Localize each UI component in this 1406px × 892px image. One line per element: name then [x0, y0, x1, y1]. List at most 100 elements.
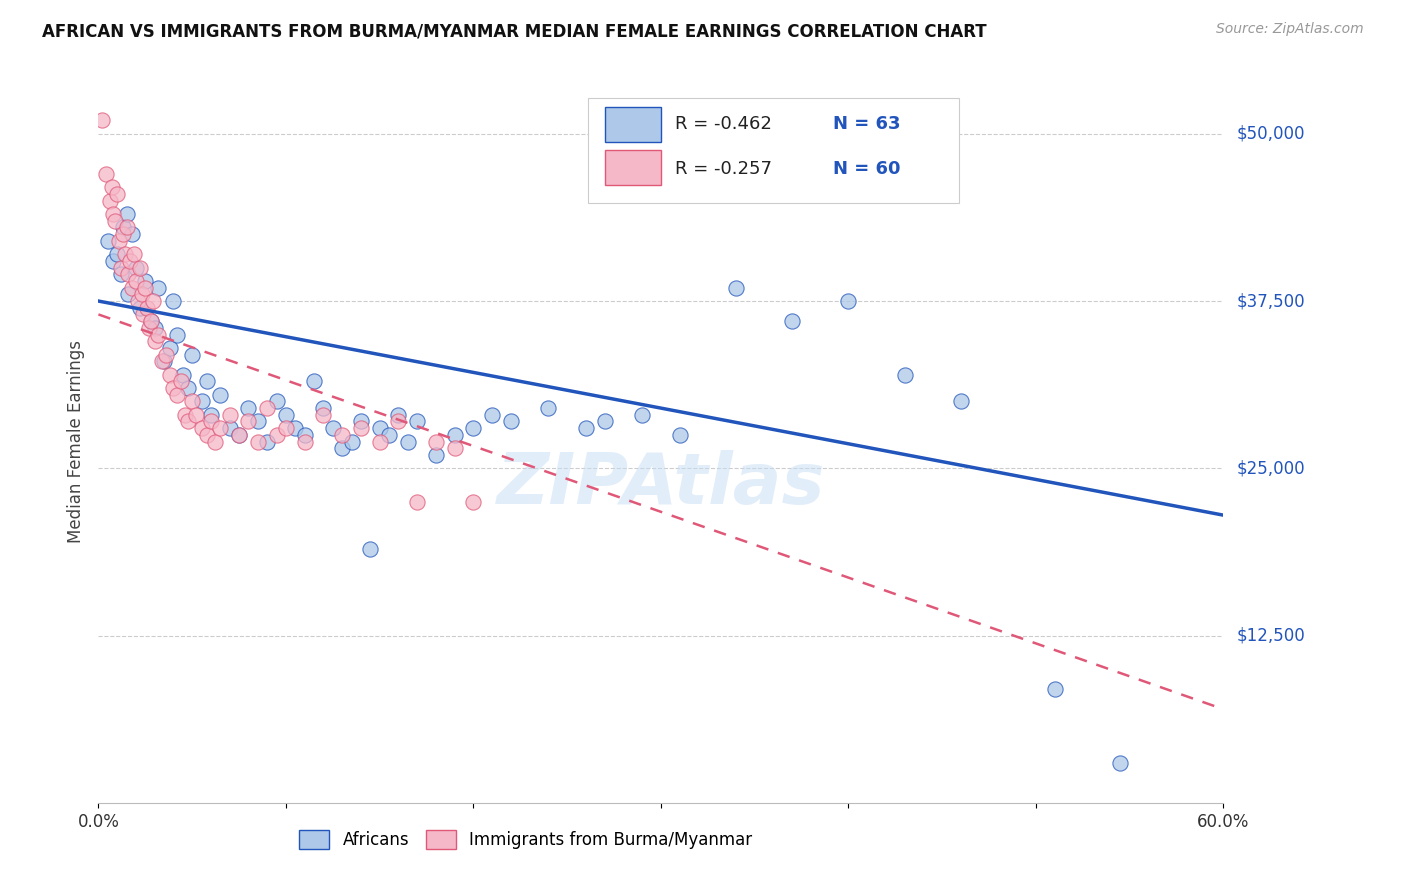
Text: Source: ZipAtlas.com: Source: ZipAtlas.com [1216, 22, 1364, 37]
Point [302, 375, 325, 389]
Point [131, 287, 153, 301]
Text: N = 60: N = 60 [832, 161, 900, 178]
Point [94, 167, 117, 181]
Point [266, 394, 288, 409]
Point [195, 375, 218, 389]
Point [184, 408, 207, 422]
Point [266, 427, 288, 442]
Point [312, 408, 335, 422]
Point [115, 207, 138, 221]
Point [173, 408, 195, 422]
Point [228, 427, 250, 442]
Text: AFRICAN VS IMMIGRANTS FROM BURMA/MYANMAR MEDIAN FEMALE EARNINGS CORRELATION CHAR: AFRICAN VS IMMIGRANTS FROM BURMA/MYANMAR… [42, 22, 987, 40]
Point [463, 494, 485, 508]
Point [122, 247, 145, 261]
Point [172, 368, 194, 382]
Point [312, 401, 335, 416]
Point [246, 414, 269, 428]
Point [162, 381, 184, 395]
Point [238, 414, 260, 428]
Point [387, 414, 409, 428]
Point [143, 320, 166, 334]
Point [499, 414, 522, 428]
Point [668, 427, 690, 442]
Point [143, 334, 166, 348]
Point [284, 421, 307, 435]
Point [322, 421, 344, 435]
Point [125, 274, 148, 288]
Point [893, 368, 915, 382]
Point [330, 427, 353, 442]
Point [481, 408, 503, 422]
Point [108, 234, 131, 248]
Point [274, 408, 297, 422]
Point [139, 314, 162, 328]
Point [128, 260, 150, 275]
Text: $37,500: $37,500 [1237, 292, 1306, 310]
Point [159, 368, 181, 382]
FancyBboxPatch shape [605, 151, 661, 185]
Point [134, 274, 156, 288]
Point [111, 227, 134, 241]
Point [97, 234, 120, 248]
Point [949, 394, 972, 409]
Point [100, 180, 122, 194]
Point [105, 247, 128, 261]
Point [780, 314, 803, 328]
Point [134, 281, 156, 295]
Point [103, 253, 125, 268]
Point [121, 281, 143, 295]
Point [125, 260, 148, 275]
Point [256, 401, 278, 416]
Point [111, 220, 134, 235]
Text: R = -0.257: R = -0.257 [675, 161, 772, 178]
Point [406, 494, 429, 508]
Point [138, 320, 160, 334]
Point [228, 427, 250, 442]
Point [200, 414, 222, 428]
Legend: Africans, Immigrants from Burma/Myanmar: Africans, Immigrants from Burma/Myanmar [292, 823, 759, 856]
Text: $12,500: $12,500 [1237, 626, 1306, 645]
Point [128, 301, 150, 315]
Point [103, 207, 125, 221]
Point [443, 427, 465, 442]
Y-axis label: Median Female Earnings: Median Female Earnings [66, 340, 84, 543]
Point [121, 227, 143, 241]
Text: $25,000: $25,000 [1237, 459, 1306, 477]
Point [91, 113, 114, 128]
Point [368, 421, 391, 435]
Point [190, 394, 212, 409]
Point [200, 408, 222, 422]
Point [150, 354, 173, 368]
Text: $50,000: $50,000 [1237, 125, 1306, 143]
Point [195, 427, 218, 442]
Point [110, 268, 132, 282]
Point [117, 287, 139, 301]
Point [350, 421, 373, 435]
Point [181, 394, 204, 409]
Point [724, 281, 747, 295]
Point [425, 434, 447, 449]
Point [246, 434, 269, 449]
Point [463, 421, 485, 435]
Point [153, 354, 176, 368]
Point [166, 387, 188, 401]
Point [575, 421, 598, 435]
Point [425, 448, 447, 462]
Point [378, 427, 401, 442]
Point [294, 434, 316, 449]
Point [115, 220, 138, 235]
FancyBboxPatch shape [588, 98, 959, 203]
Point [209, 387, 232, 401]
Point [162, 293, 184, 308]
Point [98, 194, 121, 208]
Point [127, 293, 149, 308]
Point [406, 414, 429, 428]
Point [177, 381, 200, 395]
Point [294, 427, 316, 442]
Point [837, 293, 859, 308]
Point [114, 247, 136, 261]
Point [148, 281, 170, 295]
Point [443, 441, 465, 455]
Point [387, 408, 409, 422]
